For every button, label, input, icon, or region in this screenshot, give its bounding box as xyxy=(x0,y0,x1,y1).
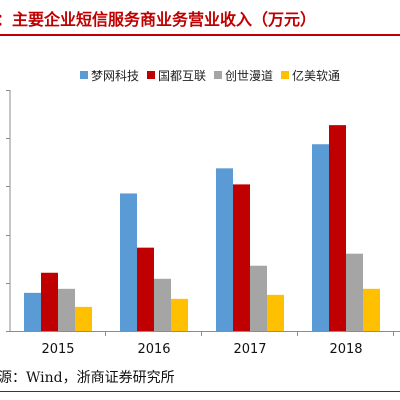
legend-swatch-mengwang xyxy=(80,71,88,79)
x-tick-label-2018: 2018 xyxy=(329,342,362,357)
chart-legend: 梦网科技 国都互联 创世漫道 亿美软通 xyxy=(80,67,348,83)
source-note: 源：Wind，浙商证券研究所 xyxy=(0,370,175,386)
legend-item-guodu: 国都互联 xyxy=(147,67,206,84)
legend-label-yimei: 亿美软通 xyxy=(292,68,341,83)
x-tick-label-2017: 2017 xyxy=(233,342,266,357)
bar-2015-series-1 xyxy=(41,272,58,331)
bar-2016-series-3 xyxy=(171,298,188,331)
bar-2018-series-2 xyxy=(346,253,363,331)
bar-2015-series-2 xyxy=(58,288,75,331)
legend-swatch-chuangshi xyxy=(214,71,223,79)
bar-2017-series-3 xyxy=(267,294,284,331)
x-tick-label-2016: 2016 xyxy=(137,342,170,357)
legend-label-chuangshi: 创世漫道 xyxy=(225,68,274,83)
bar-2015-series-0 xyxy=(24,292,41,331)
title-underline xyxy=(0,34,400,36)
bar-2015-series-3 xyxy=(75,306,92,331)
bar-2017-series-2 xyxy=(250,265,267,331)
bar-2018-series-1 xyxy=(329,125,346,331)
bar-2016-series-0 xyxy=(120,193,137,331)
bar-2017-series-0 xyxy=(216,168,233,331)
legend-swatch-yimei xyxy=(281,71,290,79)
title-row: ：主要企业短信服务商业务营业收入（万元） xyxy=(0,0,400,36)
bar-2017-series-1 xyxy=(233,184,250,331)
bar-2016-series-2 xyxy=(154,278,171,331)
legend-label-guodu: 国都互联 xyxy=(158,68,207,83)
chart-title: ：主要企业短信服务商业务营业收入（万元） xyxy=(0,10,317,29)
legend-item-yimei: 亿美软通 xyxy=(281,67,340,84)
bar-2018-series-3 xyxy=(363,288,380,331)
legend-swatch-guodu xyxy=(147,71,156,79)
x-tick-label-2015: 2015 xyxy=(41,342,74,357)
bar-2018-series-0 xyxy=(312,144,329,331)
bottom-rule xyxy=(0,391,400,392)
legend-item-chuangshi: 创世漫道 xyxy=(214,67,273,84)
bar-2016-series-1 xyxy=(137,247,154,331)
legend-label-mengwang: 梦网科技 xyxy=(91,68,140,83)
legend-item-mengwang: 梦网科技 xyxy=(80,67,139,84)
